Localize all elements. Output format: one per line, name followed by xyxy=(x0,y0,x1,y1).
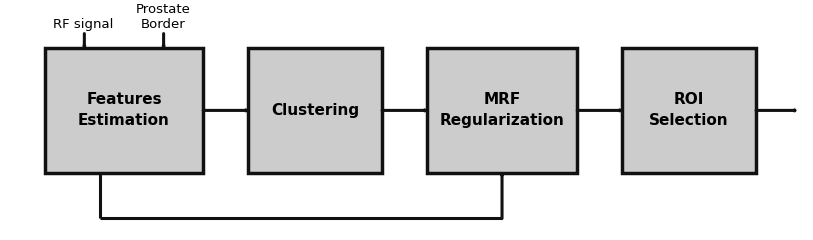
Text: Clustering: Clustering xyxy=(271,103,359,118)
Text: Features
Estimation: Features Estimation xyxy=(78,92,170,128)
Text: Prostate
Border: Prostate Border xyxy=(137,3,191,31)
FancyBboxPatch shape xyxy=(248,48,382,173)
Text: RF signal: RF signal xyxy=(53,18,113,31)
FancyBboxPatch shape xyxy=(622,48,756,173)
Text: ROI
Selection: ROI Selection xyxy=(650,92,728,128)
Text: MRF
Regularization: MRF Regularization xyxy=(440,92,564,128)
FancyBboxPatch shape xyxy=(45,48,203,173)
FancyBboxPatch shape xyxy=(427,48,577,173)
